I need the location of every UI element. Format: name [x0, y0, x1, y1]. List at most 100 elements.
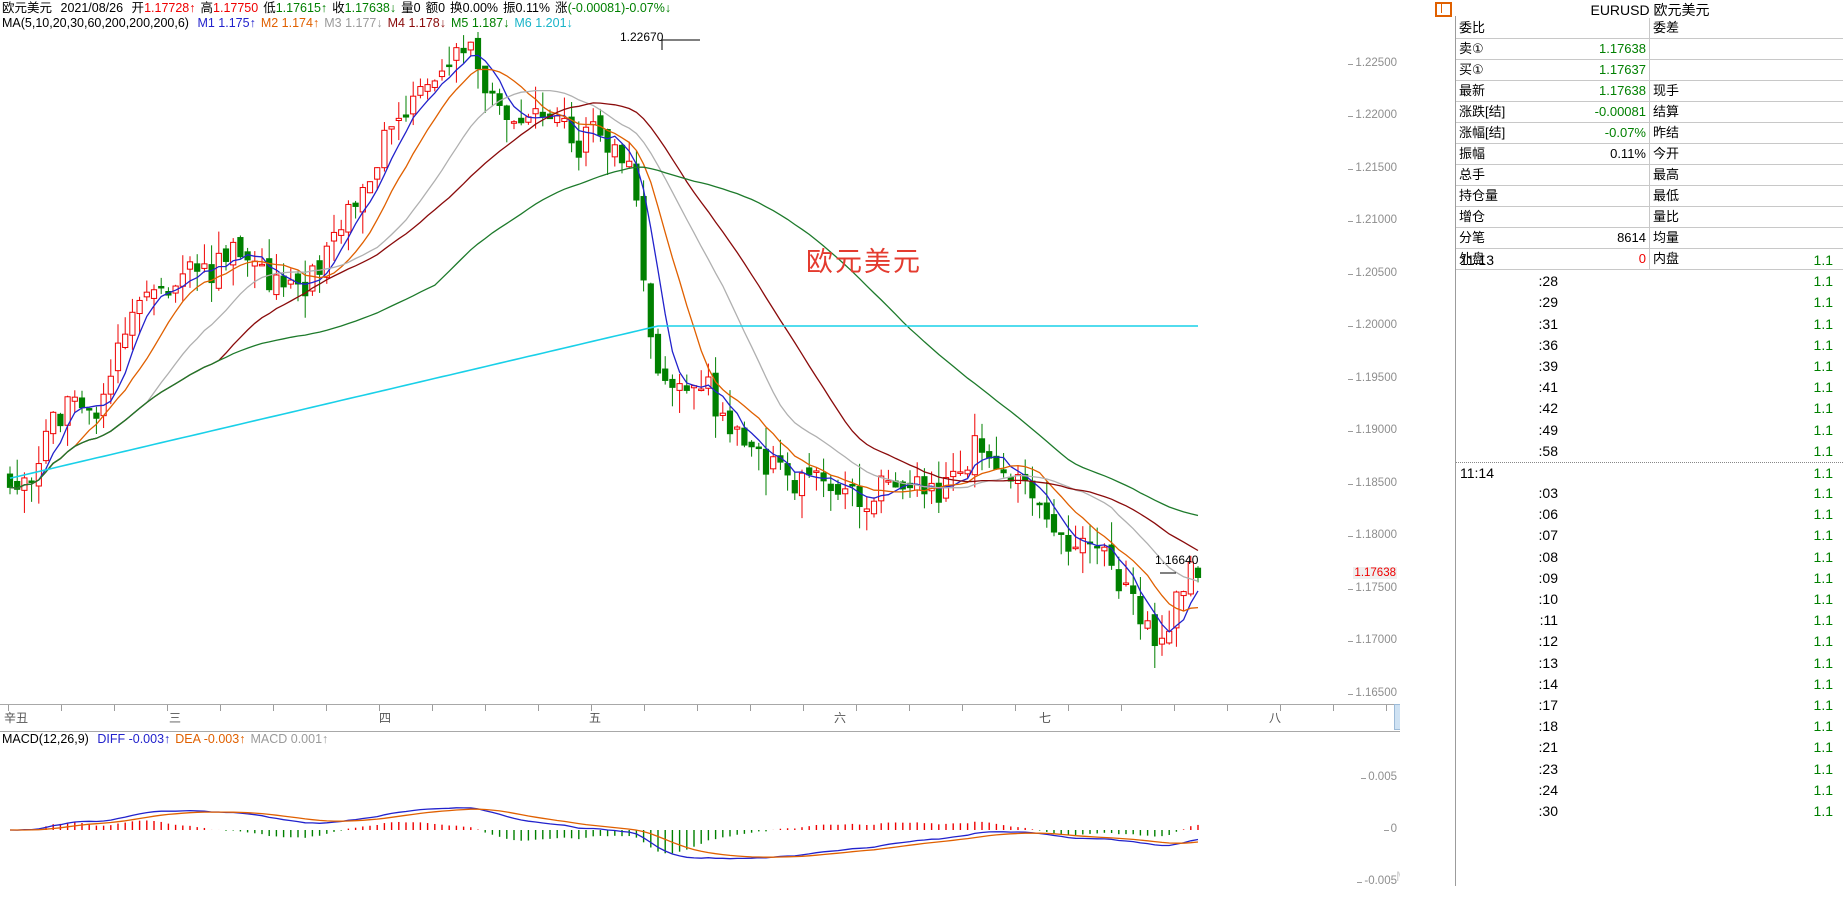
quote-token: 振0.11% — [503, 1, 550, 15]
tick-price: 1.1 — [1813, 739, 1833, 756]
tick-price: 1.1 — [1813, 315, 1833, 332]
tick-time: :42 — [1538, 400, 1558, 417]
quote-cell-value: 1.17638 — [1599, 83, 1646, 98]
tick-list[interactable]: 11:13 1.1:28 1.1:29 1.1:31 1.1:36 1.1:39 1.1:4… — [1456, 250, 1843, 822]
tick-row[interactable]: :49 1.1 — [1456, 420, 1843, 441]
tick-row[interactable]: 11:14 1.1 — [1456, 461, 1843, 483]
quote-date: 2021/08/26 — [60, 1, 124, 15]
tick-row[interactable]: :42 1.1 — [1456, 398, 1843, 419]
quote-cell-left: 外盘 0 — [1456, 249, 1649, 269]
tick-row[interactable]: :39 1.1 — [1456, 356, 1843, 377]
tick-row[interactable]: :36 1.1 — [1456, 335, 1843, 356]
price-tick-label: 1.20000 — [1348, 319, 1397, 331]
quote-cell-label: 均量 — [1653, 230, 1680, 245]
tick-row[interactable]: :41 1.1 — [1456, 377, 1843, 398]
tick-row[interactable]: :09 1.1 — [1456, 568, 1843, 589]
tick-row[interactable]: :24 1.1 — [1456, 780, 1843, 801]
tick-time: :18 — [1538, 718, 1558, 735]
quote-token: M5 1.187↓ — [451, 16, 509, 30]
quote-cell-label: 今开 — [1653, 146, 1680, 161]
tick-time: :08 — [1538, 548, 1558, 565]
tick-time: 11:13 — [1460, 252, 1494, 268]
quote-cell-value: 8614 — [1617, 230, 1646, 245]
quote-row: 最新 1.17638 现手 — [1456, 81, 1843, 102]
macd-item-list: DIFF -0.003↑ DEA -0.003↑ MACD 0.001↑ — [97, 732, 333, 746]
tick-row[interactable]: :23 1.1 — [1456, 759, 1843, 780]
tick-row[interactable]: :28 1.1 — [1456, 271, 1843, 292]
quote-cell-right — [1649, 39, 1842, 59]
tick-row[interactable]: 11:13 1.1 — [1456, 250, 1843, 271]
tick-time: 11:14 — [1460, 464, 1494, 481]
tick-row[interactable]: :07 1.1 — [1456, 525, 1843, 546]
tick-time: :17 — [1538, 696, 1558, 713]
tick-row[interactable]: :17 1.1 — [1456, 695, 1843, 716]
tick-time: :49 — [1538, 421, 1558, 438]
tick-price: 1.1 — [1813, 548, 1833, 565]
tick-row[interactable]: :08 1.1 — [1456, 547, 1843, 568]
time-tick — [167, 705, 168, 711]
tick-row[interactable]: :58 1.1 — [1456, 441, 1843, 462]
tick-price: 1.1 — [1813, 421, 1833, 438]
price-chart-plot[interactable] — [0, 32, 1400, 704]
ma-title: MA(5,10,20,30,60,200,200,200,6) — [2, 16, 189, 30]
quote-cell-left: 买① 1.17637 — [1456, 60, 1649, 80]
tick-time: :12 — [1538, 633, 1558, 650]
ma-header-line: MA(5,10,20,30,60,200,200,200,6) M1 1.175… — [2, 16, 578, 30]
quote-cell-label: 现手 — [1653, 83, 1680, 98]
time-tick-label: 七 — [1038, 711, 1052, 725]
tick-time: :21 — [1538, 739, 1558, 756]
tick-row[interactable]: :18 1.1 — [1456, 716, 1843, 737]
tick-time: :09 — [1538, 569, 1558, 586]
quote-cell-value: -0.00081 — [1594, 104, 1646, 119]
token-value: 0.001↑ — [287, 732, 329, 746]
quote-row: 振幅 0.11% 今开 — [1456, 144, 1843, 165]
restore-window-icon[interactable] — [1435, 2, 1452, 17]
quote-row: 委比 委差 — [1456, 18, 1843, 39]
quote-cell-right: 最高 — [1649, 165, 1842, 185]
quote-cell-right: 今开 — [1649, 144, 1842, 164]
time-tick-label: 六 — [833, 711, 847, 725]
high-marker — [661, 39, 700, 50]
tick-row[interactable]: :12 1.1 — [1456, 631, 1843, 652]
time-tick — [1333, 705, 1334, 711]
quote-cell-label: 持仓量 — [1459, 188, 1499, 203]
ma-line-200 — [9, 325, 1198, 479]
quote-cell-label: 买① — [1459, 62, 1484, 77]
tick-price: 1.1 — [1813, 612, 1833, 629]
token-value: 1.178↓ — [404, 16, 446, 30]
token-value: 1.175↑ — [214, 16, 256, 30]
time-tick — [1227, 705, 1228, 711]
price-tick-label: 1.18500 — [1348, 476, 1397, 489]
quote-row: 外盘 0 内盘 — [1456, 249, 1843, 270]
macd-plot[interactable] — [0, 748, 1400, 886]
quote-token: 收1.17638↓ — [332, 1, 396, 15]
token-value: 1.17615↑ — [275, 1, 328, 15]
token-value: (-0.00081)-0.07%↓ — [567, 1, 672, 15]
tick-row[interactable]: :14 1.1 — [1456, 674, 1843, 695]
macd-lines — [9, 807, 1199, 860]
time-tick — [273, 705, 274, 711]
quote-cell-label: 涨跌[结] — [1459, 104, 1506, 119]
tick-row[interactable]: :21 1.1 — [1456, 737, 1843, 758]
macd-title: MACD(12,26,9) — [2, 732, 89, 746]
tick-row[interactable]: :13 1.1 — [1456, 653, 1843, 674]
token-value: 1.177↓ — [341, 16, 383, 30]
tick-row[interactable]: :29 1.1 — [1456, 292, 1843, 313]
tick-row[interactable]: :10 1.1 — [1456, 589, 1843, 610]
token-value: 1.201↓ — [531, 16, 573, 30]
tick-price: 1.1 — [1813, 379, 1833, 396]
time-tick — [591, 705, 592, 711]
quote-cell-label: 分笔 — [1459, 230, 1486, 245]
tick-row[interactable]: :06 1.1 — [1456, 504, 1843, 525]
tick-row[interactable]: :11 1.1 — [1456, 610, 1843, 631]
tick-row[interactable]: :30 1.1 — [1456, 801, 1843, 822]
time-tick — [326, 705, 327, 711]
token-value: 1.17638↓ — [344, 1, 397, 15]
tick-row[interactable]: :31 1.1 — [1456, 314, 1843, 335]
tick-row[interactable]: :03 1.1 — [1456, 483, 1843, 504]
chart-symbol-watermark: 欧元美元 — [806, 247, 922, 278]
quote-cell-right: 内盘 — [1649, 249, 1842, 269]
quote-cell-label: 总手 — [1459, 167, 1486, 182]
macd-axis: 0.005 0 -0.005 — [1330, 748, 1400, 887]
time-tick — [1280, 705, 1281, 711]
